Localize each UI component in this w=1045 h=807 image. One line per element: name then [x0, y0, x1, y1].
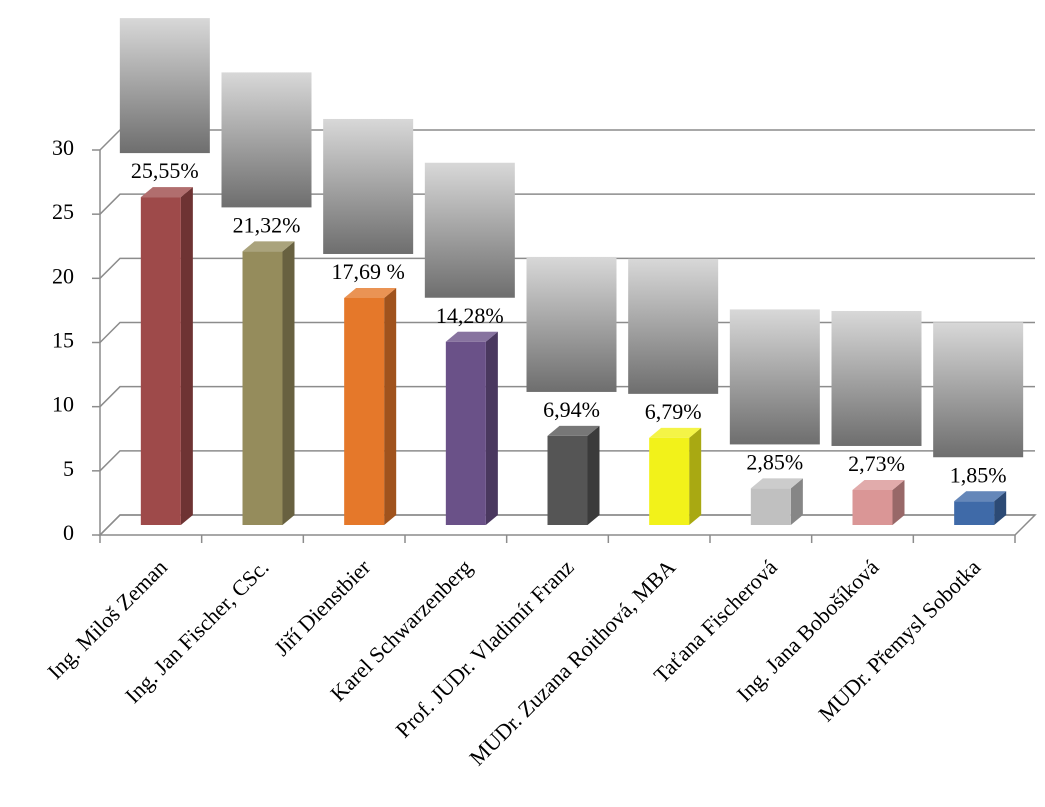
bar-top [750, 478, 803, 489]
bar [954, 501, 995, 525]
value-label: 2,85% [746, 449, 803, 474]
candidate-photo [119, 18, 210, 154]
candidate-photo [628, 258, 719, 394]
bar-top [954, 491, 1007, 502]
value-label: 6,94% [543, 397, 600, 422]
bar-side-shade [384, 287, 397, 525]
bar-top-shade [954, 491, 1007, 502]
y-tick-label: 30 [52, 135, 74, 160]
grid-line [99, 193, 1035, 215]
bar-side-shade [587, 425, 600, 525]
bar-side [790, 478, 803, 525]
candidate-photo [526, 256, 617, 392]
bar-side [587, 425, 600, 525]
bar [852, 489, 893, 525]
bar [445, 341, 486, 525]
x-tick-label: Jiří Dienstbier [269, 554, 376, 661]
bar [344, 297, 385, 525]
bar-top [649, 427, 702, 438]
grid-line [99, 450, 1035, 472]
bar-side-shade [485, 331, 498, 525]
bar-side [282, 241, 295, 526]
value-label: 17,69 % [332, 259, 405, 284]
bar-side [384, 287, 397, 525]
candidate-photo [831, 310, 922, 446]
y-tick-label: 10 [52, 392, 74, 417]
bar [649, 437, 690, 525]
candidate-photo [323, 118, 414, 254]
bar-top [242, 241, 295, 252]
value-label: 2,73% [848, 451, 905, 476]
bar-top-shade [547, 425, 600, 436]
bar-side-shade [180, 187, 193, 525]
x-tick-label: MUDr. Zuzana Roithová, MBA [464, 554, 680, 770]
bar-top-shade [140, 187, 193, 198]
value-label: 1,85% [950, 462, 1007, 487]
bar-top [852, 479, 905, 490]
value-label: 25,55% [131, 158, 199, 183]
bar [750, 488, 791, 525]
y-tick-label: 0 [63, 520, 74, 545]
x-tick-label: Prof. JUDr. Vladimír Franz [391, 554, 579, 742]
bar [242, 251, 283, 526]
bar-side-shade [994, 491, 1007, 525]
candidate-photo [424, 162, 515, 298]
bar-top-shade [852, 479, 905, 490]
grid-line [99, 514, 1035, 536]
y-tick-label: 20 [52, 263, 74, 288]
bar-side [689, 427, 702, 525]
bar-top-shade [242, 241, 295, 252]
bar-top-shade [344, 287, 397, 298]
bar-side-shade [892, 479, 905, 525]
bar-top [445, 331, 498, 342]
bar-side-shade [790, 478, 803, 525]
bar-top [344, 287, 397, 298]
value-label: 6,79% [645, 399, 702, 424]
bar [547, 435, 588, 525]
candidate-photo [933, 322, 1024, 458]
bar-side [892, 479, 905, 525]
bar-top-shade [649, 427, 702, 438]
bar-side-shade [689, 427, 702, 525]
bar-side-shade [282, 241, 295, 526]
bar-top [140, 187, 193, 198]
candidate-photo [729, 309, 820, 445]
bar-side [485, 331, 498, 525]
bar-side [180, 187, 193, 525]
bar-top [547, 425, 600, 436]
bar-top-shade [445, 331, 498, 342]
bar [140, 197, 181, 525]
y-tick-label: 5 [63, 456, 74, 481]
candidate-photo [221, 72, 312, 208]
value-label: 14,28% [436, 303, 504, 328]
grid-line [99, 257, 1035, 279]
bar-top-shade [750, 478, 803, 489]
value-label: 21,32% [233, 212, 301, 237]
bar-side [994, 491, 1007, 525]
y-tick-label: 25 [52, 199, 74, 224]
y-tick-label: 15 [52, 328, 74, 353]
